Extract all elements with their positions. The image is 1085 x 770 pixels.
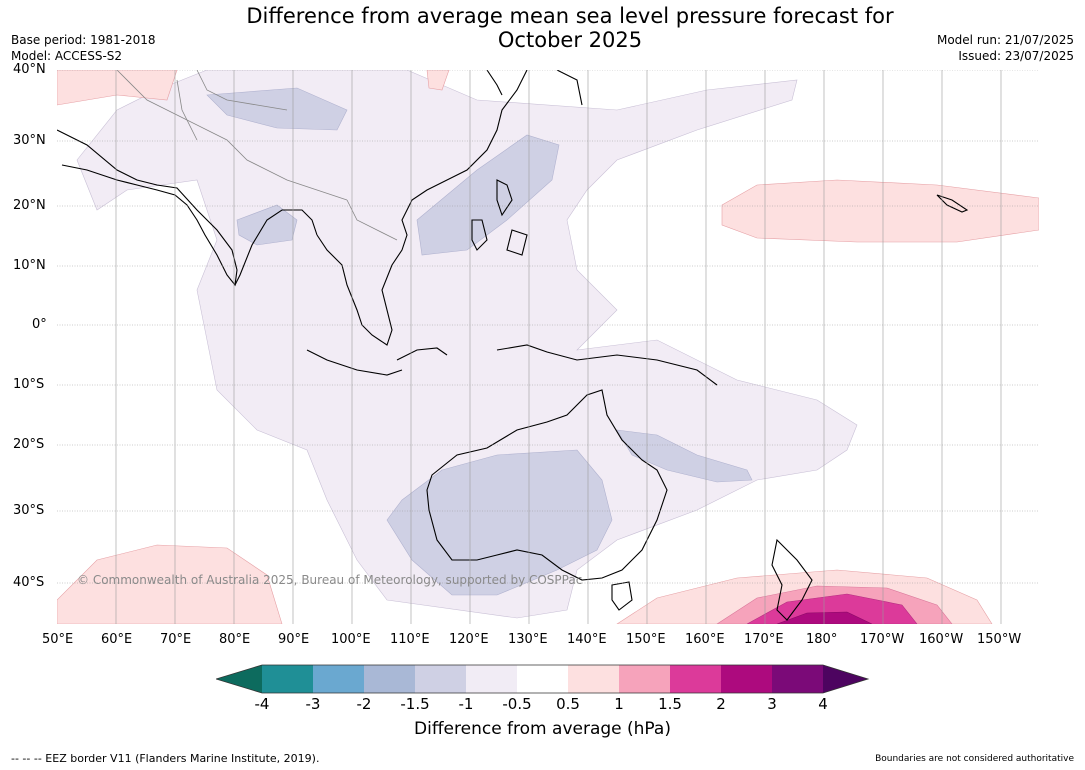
model-name: Model: ACCESS-S2: [11, 49, 123, 63]
lat-label-30s: 30°S: [13, 503, 45, 518]
map-svg: [57, 70, 1039, 624]
colorbar-segment-5: [466, 665, 517, 693]
anomaly-pos-iran: [426, 70, 450, 91]
anomaly-pos-tasman-2: [776, 611, 873, 624]
colorbar-tick-6: 0.5: [556, 695, 580, 713]
colorbar-segment-8: [619, 665, 670, 693]
lon-label-150w: 150°W: [977, 632, 1022, 647]
lon-label-80e: 80°E: [219, 632, 251, 647]
lon-label-100e: 100°E: [331, 632, 371, 647]
lon-label-120e: 120°E: [449, 632, 489, 647]
lon-label-160e: 160°E: [685, 632, 725, 647]
colorbar-title: Difference from average (hPa): [414, 719, 671, 739]
lat-label-40s: 40°S: [13, 575, 45, 590]
colorbar-segment-10: [721, 665, 772, 693]
colorbar-tick-8: 1.5: [658, 695, 682, 713]
colorbar-segment-9: [670, 665, 721, 693]
graticule: [57, 70, 1039, 584]
lon-label-50e: 50°E: [42, 632, 74, 647]
anomaly-neg-himalaya: [206, 87, 348, 131]
colorbar-segment-2: [313, 665, 364, 693]
colorbar-tick-2: -2: [356, 695, 372, 713]
eez-footnote: -- -- -- EEZ border V11 (Flanders Marine…: [11, 752, 320, 765]
meridians: [115, 70, 1002, 624]
map-title: Difference from average mean sea level p…: [200, 4, 940, 52]
anomaly-neg-philippines: [416, 134, 560, 256]
lat-label-20n: 20°N: [13, 198, 46, 213]
colorbar-segment-3: [364, 665, 415, 693]
anomaly-pos-south-indian: [57, 544, 283, 624]
lat-label-10n: 10°N: [13, 258, 46, 273]
colorbar-tick-5: -0.5: [502, 695, 532, 713]
anomaly-neg-india: [236, 204, 298, 246]
anomaly-pos-arabia: [57, 70, 178, 106]
lat-label-20s: 20°S: [13, 437, 45, 452]
lon-label-170e: 170°E: [744, 632, 784, 647]
lon-label-70e: 70°E: [160, 632, 192, 647]
metadata-right: Model run: 21/07/2025 Issued: 23/07/2025: [937, 32, 1074, 64]
colorbar-segment-1: [262, 665, 313, 693]
anomaly-pos-north-pacific: [721, 179, 1039, 243]
issued-date: Issued: 23/07/2025: [958, 49, 1074, 63]
colorbar-tick-10: 3: [767, 695, 777, 713]
map-area[interactable]: [57, 70, 1039, 624]
colorbar-segment-0: [216, 665, 262, 693]
colorbar-tick-9: 2: [716, 695, 726, 713]
lon-label-160w: 160°W: [919, 632, 964, 647]
base-period: Base period: 1981-2018: [11, 33, 156, 47]
colorbar-segment-12: [823, 665, 868, 693]
copyright-notice: © Commonwealth of Australia 2025, Bureau…: [77, 573, 583, 587]
lon-label-60e: 60°E: [101, 632, 133, 647]
lat-label-10s: 10°S: [13, 377, 45, 392]
colorbar: [216, 664, 870, 694]
lat-label-40n: 40°N: [13, 62, 46, 77]
lon-label-150e: 150°E: [626, 632, 666, 647]
title-line-1: Difference from average mean sea level p…: [246, 4, 894, 28]
lon-label-180: 180°: [806, 632, 838, 647]
colorbar-segment-4: [415, 665, 466, 693]
lon-label-130e: 130°E: [508, 632, 548, 647]
lon-label-110e: 110°E: [390, 632, 430, 647]
lon-label-140e: 140°E: [567, 632, 607, 647]
lat-label-30n: 30°N: [13, 133, 46, 148]
colorbar-tick-0: -4: [254, 695, 270, 713]
lon-label-170w: 170°W: [860, 632, 905, 647]
anomaly-neg-australia: [386, 449, 613, 596]
metadata-left: Base period: 1981-2018 Model: ACCESS-S2: [11, 32, 156, 64]
colorbar-tick-7: 1: [614, 695, 624, 713]
title-line-2: October 2025: [497, 28, 643, 52]
colorbar-tick-4: -1: [458, 695, 474, 713]
anomaly-neg-coralsea: [616, 429, 753, 483]
colorbar-outline: [216, 664, 870, 694]
model-run: Model run: 21/07/2025: [936, 33, 1074, 47]
coastlines: [57, 70, 969, 621]
colorbar-tick-1: -3: [305, 695, 321, 713]
boundaries-disclaimer: Boundaries are not considered authoritat…: [875, 754, 1074, 764]
colorbar-segment-11: [772, 665, 823, 693]
lon-label-90e: 90°E: [278, 632, 310, 647]
colorbar-segment-6: [517, 665, 568, 693]
colorbar-tick-11: 4: [818, 695, 828, 713]
colorbar-tick-3: -1.5: [400, 695, 430, 713]
colorbar-segment-7: [568, 665, 619, 693]
lat-label-0: 0°: [32, 317, 47, 332]
